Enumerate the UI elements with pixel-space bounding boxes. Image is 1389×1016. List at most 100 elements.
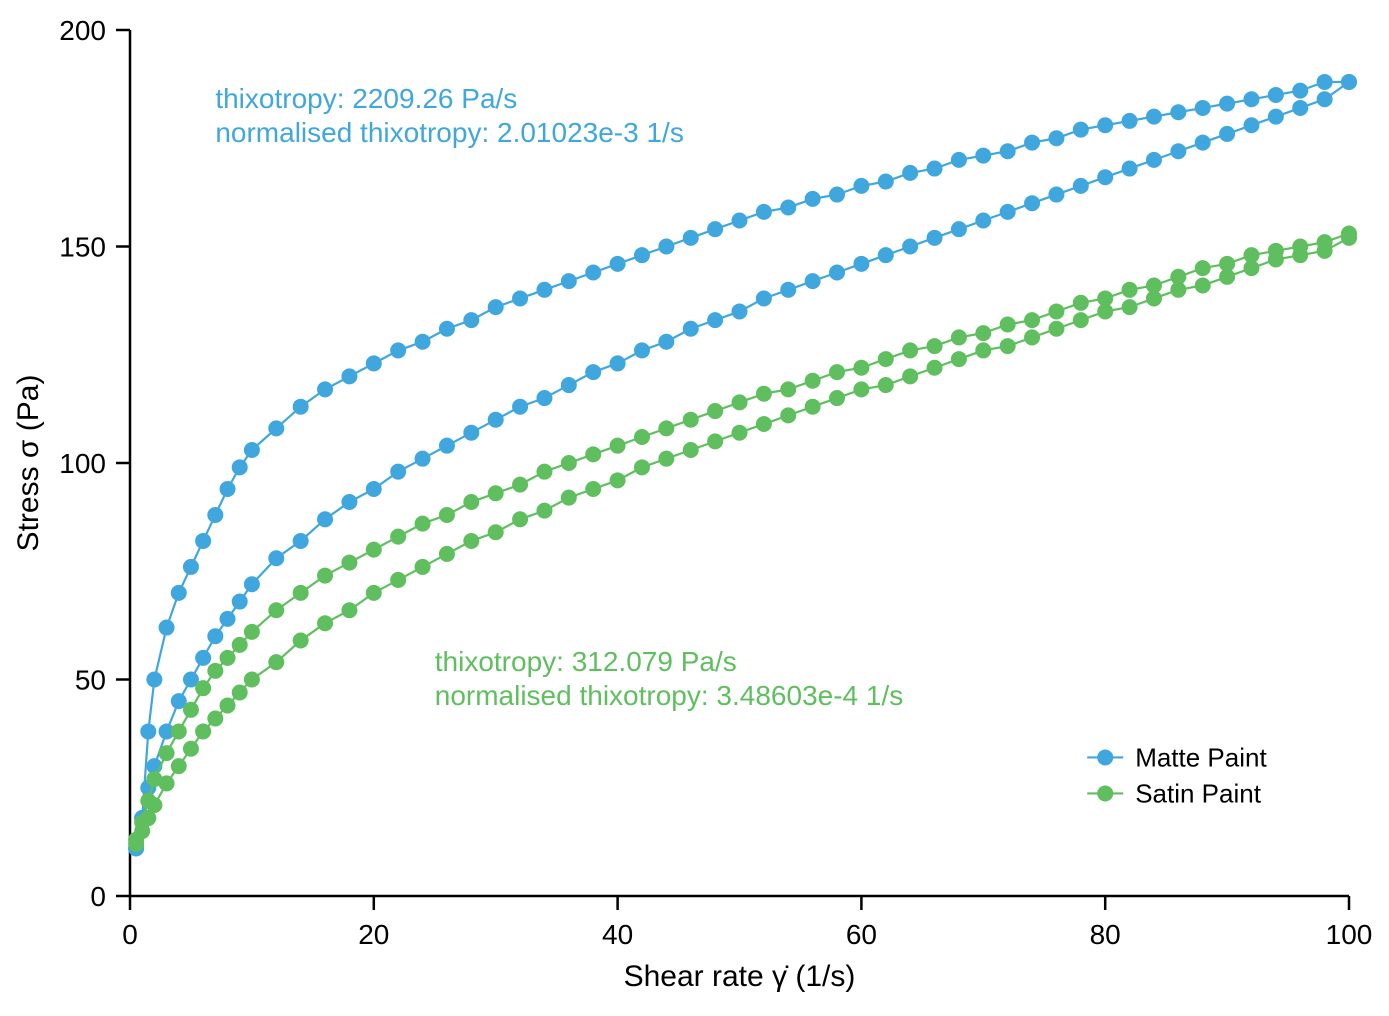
data-point — [561, 377, 577, 393]
data-point — [1122, 299, 1138, 315]
data-point — [1292, 247, 1308, 263]
legend-swatch-marker — [1097, 785, 1113, 801]
data-point — [1024, 135, 1040, 151]
y-axis-label: Stress σ (Pa) — [12, 375, 45, 552]
data-point — [902, 342, 918, 358]
x-tick-label: 100 — [1326, 919, 1373, 950]
data-point — [878, 174, 894, 190]
data-point — [366, 542, 382, 558]
data-point — [220, 481, 236, 497]
data-point — [207, 507, 223, 523]
data-point — [975, 213, 991, 229]
data-point — [1195, 135, 1211, 151]
data-point — [732, 303, 748, 319]
data-point — [1243, 91, 1259, 107]
data-point — [232, 684, 248, 700]
data-point — [951, 351, 967, 367]
data-point — [268, 654, 284, 670]
data-point — [975, 148, 991, 164]
y-tick-label: 100 — [59, 448, 106, 479]
data-point — [1243, 117, 1259, 133]
data-point — [366, 355, 382, 371]
data-point — [634, 342, 650, 358]
data-point — [415, 451, 431, 467]
data-point — [1024, 329, 1040, 345]
data-point — [183, 741, 199, 757]
data-point — [902, 239, 918, 255]
data-point — [128, 836, 144, 852]
data-point — [293, 585, 309, 601]
data-point — [1268, 251, 1284, 267]
data-point — [805, 373, 821, 389]
data-point — [585, 446, 601, 462]
data-point — [415, 559, 431, 575]
data-point — [732, 425, 748, 441]
data-point — [902, 368, 918, 384]
data-point — [902, 165, 918, 181]
data-point — [1000, 143, 1016, 159]
data-point — [341, 555, 357, 571]
data-point — [415, 334, 431, 350]
data-point — [1341, 230, 1357, 246]
data-point — [317, 511, 333, 527]
data-point — [683, 442, 699, 458]
data-point — [732, 213, 748, 229]
data-point — [927, 230, 943, 246]
data-point — [1048, 321, 1064, 337]
annotation-text: thixotropy: 2209.26 Pa/s — [215, 83, 517, 114]
data-point — [1000, 338, 1016, 354]
data-point — [341, 494, 357, 510]
data-point — [220, 697, 236, 713]
legend-swatch-marker — [1097, 749, 1113, 765]
data-point — [780, 407, 796, 423]
data-point — [780, 200, 796, 216]
data-point — [634, 247, 650, 263]
data-point — [512, 399, 528, 415]
data-point — [1268, 87, 1284, 103]
data-point — [1195, 277, 1211, 293]
data-point — [1219, 126, 1235, 142]
data-point — [463, 425, 479, 441]
data-point — [220, 650, 236, 666]
data-point — [268, 420, 284, 436]
data-point — [585, 364, 601, 380]
data-point — [585, 481, 601, 497]
y-tick-label: 0 — [90, 881, 106, 912]
data-point — [415, 516, 431, 532]
data-point — [207, 710, 223, 726]
data-point — [1219, 96, 1235, 112]
data-point — [1317, 91, 1333, 107]
data-point — [561, 490, 577, 506]
data-point — [561, 455, 577, 471]
data-point — [159, 775, 175, 791]
data-point — [658, 451, 674, 467]
data-point — [951, 329, 967, 345]
data-point — [878, 351, 894, 367]
data-point — [183, 559, 199, 575]
data-point — [1317, 74, 1333, 90]
data-point — [341, 602, 357, 618]
data-point — [366, 481, 382, 497]
data-point — [1243, 260, 1259, 276]
data-point — [536, 503, 552, 519]
data-point — [780, 381, 796, 397]
data-point — [159, 745, 175, 761]
data-point — [463, 312, 479, 328]
data-point — [439, 321, 455, 337]
data-point — [805, 191, 821, 207]
data-point — [756, 204, 772, 220]
data-point — [707, 433, 723, 449]
data-point — [512, 477, 528, 493]
data-point — [756, 290, 772, 306]
y-tick-label: 200 — [59, 15, 106, 46]
data-point — [1048, 303, 1064, 319]
data-point — [1146, 109, 1162, 125]
data-point — [805, 273, 821, 289]
data-point — [610, 256, 626, 272]
data-point — [853, 178, 869, 194]
data-point — [1195, 100, 1211, 116]
data-point — [927, 360, 943, 376]
data-point — [1146, 290, 1162, 306]
data-point — [1146, 152, 1162, 168]
data-point — [829, 264, 845, 280]
